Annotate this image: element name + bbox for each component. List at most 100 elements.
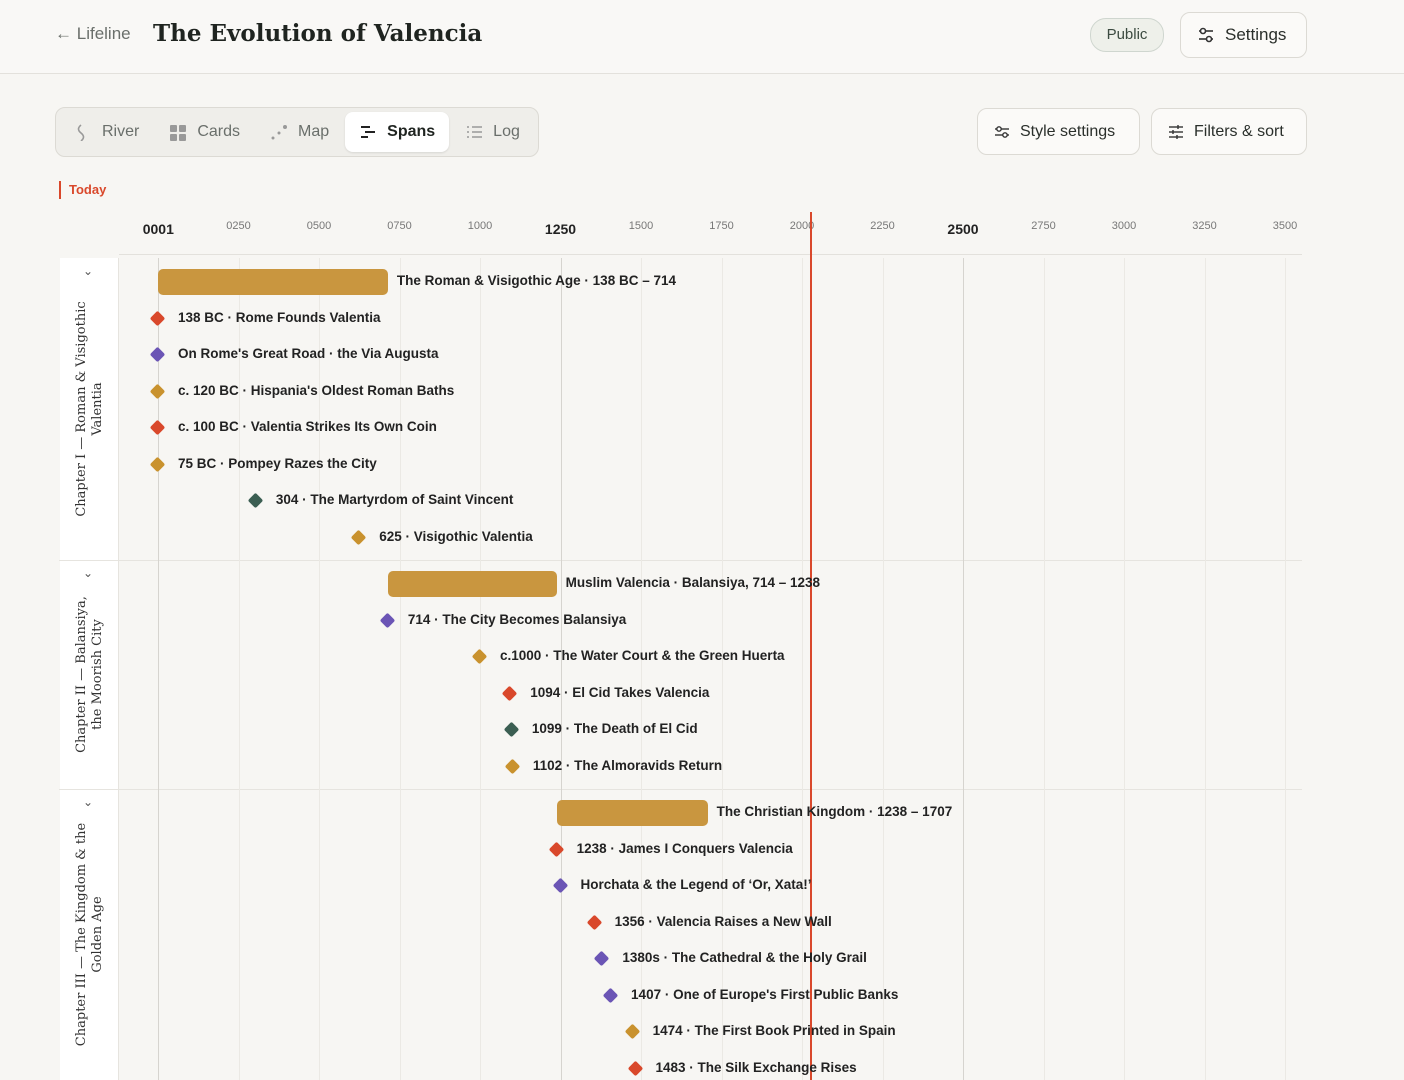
collapse-toggle[interactable]: ⌄ — [83, 264, 94, 278]
tab-label[interactable]: Map — [298, 123, 330, 140]
x-tick-label: 3500 — [1272, 220, 1298, 232]
x-tick-label: 1750 — [709, 220, 734, 232]
settings-button[interactable]: Settings — [1180, 12, 1307, 58]
tab-icon — [271, 125, 288, 140]
event-marker — [149, 456, 166, 472]
x-tick-label: 2000 — [789, 220, 815, 232]
event-label: Horchata & the Legend of ‘Or, Xata!’ — [580, 877, 812, 892]
back-label[interactable]: Lifeline — [76, 24, 131, 43]
grid-line — [882, 258, 884, 1080]
event-marker — [350, 529, 367, 545]
filters-button[interactable]: Filters & sort — [1151, 108, 1307, 155]
span-label: Muslim Valencia · Balansiya, 714 – 1238 — [565, 575, 821, 590]
chapter-title: Chapter II — Balansiya, the Moorish City — [74, 596, 105, 753]
tab-label[interactable]: Cards — [197, 123, 241, 140]
event-label: 1474 · The First Book Printed in Spain — [652, 1023, 896, 1038]
event-marker — [504, 758, 521, 774]
event-label: 1094 · El Cid Takes Valencia — [530, 684, 710, 700]
event-label: 75 BC · Pompey Razes the City — [178, 455, 377, 471]
collapse-toggle[interactable]: ⌄ — [83, 795, 94, 809]
chapter-divider — [59, 789, 1302, 790]
chapter-divider — [59, 560, 1302, 561]
view-tab[interactable]: Map — [256, 112, 343, 152]
settings-icon — [1199, 27, 1213, 43]
view-tab[interactable]: Cards — [155, 112, 254, 152]
event-marker — [149, 383, 166, 399]
span-label: The Christian Kingdom · 1238 – 1707 — [716, 804, 953, 819]
x-tick-label: 1500 — [628, 220, 654, 232]
grid-line — [319, 258, 320, 1080]
x-tick-label: 1000 — [467, 220, 493, 232]
event-marker — [503, 721, 520, 738]
visibility-badge[interactable]: Public — [1090, 18, 1164, 52]
event-label: On Rome's Great Road · the Via Augusta — [178, 346, 439, 361]
tab-icon — [467, 126, 483, 138]
event-marker — [624, 1023, 640, 1040]
grid-line — [480, 258, 481, 1080]
event-marker — [552, 877, 568, 894]
grid-line — [721, 258, 723, 1080]
today-line — [810, 212, 813, 1080]
x-tick-label: 0500 — [306, 220, 332, 232]
x-tick-label: 3000 — [1111, 220, 1137, 232]
event-label: 1380s · The Cathedral & the Holy Grail — [622, 950, 867, 965]
tab-label[interactable]: Log — [493, 123, 520, 140]
grid-line — [963, 258, 964, 1080]
chapter-column — [60, 560, 119, 789]
filter-icon — [1169, 124, 1183, 139]
filters-label[interactable]: Filters & sort — [1194, 122, 1284, 140]
view-tab[interactable]: River — [60, 112, 153, 152]
grid-line — [238, 258, 240, 1080]
tab-label[interactable]: River — [102, 123, 140, 140]
grid-line — [1043, 258, 1045, 1080]
event-marker — [594, 950, 610, 967]
tab-icon — [170, 125, 187, 141]
span-bar — [387, 571, 557, 597]
x-tick-label: 1250 — [544, 221, 577, 237]
chapter-title: Chapter I — Roman & Visigothic Valentia — [74, 301, 105, 517]
event-label: 1099 · The Death of El Cid — [531, 721, 698, 736]
grid-line — [399, 258, 401, 1080]
event-label: 304 · The Martyrdom of Saint Vincent — [275, 492, 514, 507]
event-label: c. 100 BC · Valentia Strikes Its Own Coi… — [178, 419, 437, 434]
event-label: 1238 · James I Conquers Valencia — [576, 840, 793, 856]
event-label: 1407 · One of Europe's First Public Bank… — [631, 986, 899, 1002]
grid-line — [1204, 258, 1206, 1080]
back-link[interactable]: ← Lifeline — [55, 24, 131, 43]
view-tab[interactable]: Spans — [345, 112, 450, 152]
event-label: 625 · Visigothic Valentia — [379, 528, 533, 544]
x-tick-label: 3250 — [1192, 220, 1217, 232]
x-tick-label: 0001 — [142, 221, 174, 237]
header — [0, 0, 1404, 74]
event-label: 1356 · Valencia Raises a New Wall — [614, 913, 832, 929]
grid-line — [158, 258, 160, 1080]
event-label: 1483 · The Silk Exchange Rises — [655, 1059, 857, 1075]
tab-label[interactable]: Spans — [387, 123, 436, 140]
span-bar — [158, 269, 388, 295]
x-tick-label: 0750 — [387, 220, 412, 232]
style-settings-label[interactable]: Style settings — [1020, 122, 1116, 140]
event-label: c.1000 · The Water Court & the Green Hue… — [500, 648, 785, 663]
event-marker — [379, 612, 396, 628]
settings-label[interactable]: Settings — [1225, 25, 1287, 44]
grid-line — [641, 258, 642, 1080]
style-icon — [995, 125, 1009, 138]
page-title: The Evolution of Valencia — [153, 20, 483, 47]
view-tab[interactable]: Log — [451, 112, 534, 152]
event-label: 138 BC · Rome Founds Valentia — [178, 309, 381, 325]
x-tick-label: 2250 — [870, 220, 895, 232]
event-marker — [501, 685, 518, 701]
grid-line — [560, 258, 562, 1080]
x-tick-label: 2750 — [1031, 220, 1056, 232]
view-tabs: River Cards Map Spans Log — [55, 107, 539, 157]
collapse-toggle[interactable]: ⌄ — [83, 566, 94, 580]
grid-line — [802, 258, 803, 1080]
chapter-title: Chapter III — The Kingdom & the Golden A… — [74, 822, 105, 1047]
event-label: c. 120 BC · Hispania's Oldest Roman Bath… — [178, 382, 455, 398]
style-settings-button[interactable]: Style settings — [977, 108, 1140, 155]
today-legend: Today — [59, 181, 106, 199]
event-label: 1102 · The Almoravids Return — [532, 757, 723, 773]
event-marker — [149, 310, 166, 326]
